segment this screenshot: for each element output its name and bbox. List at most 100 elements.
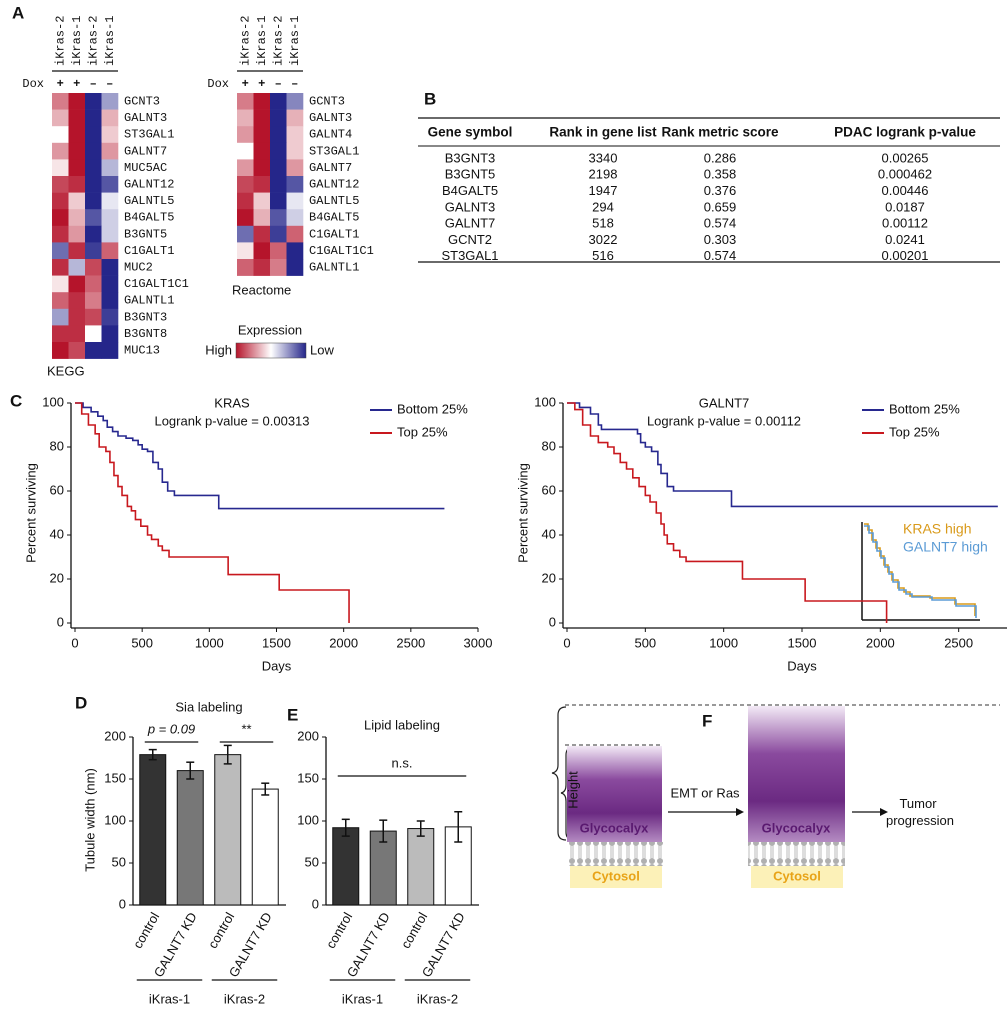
y-tick-label: 100 <box>297 812 319 827</box>
survival-curve <box>567 402 998 508</box>
heat-cell <box>101 126 119 144</box>
y-tick-label: 150 <box>104 770 126 785</box>
heat-cell <box>270 109 287 127</box>
table-cell: 0.574 <box>704 248 737 263</box>
chart-title: GALNT7 <box>699 395 750 410</box>
column-label: iKras-1 <box>288 16 302 66</box>
y-tick-label: 80 <box>542 438 556 453</box>
chart-subtitle: Logrank p-value = 0.00313 <box>154 413 309 428</box>
y-tick-label: 20 <box>50 570 64 585</box>
heat-cell <box>85 176 102 193</box>
table-cell: 0.0187 <box>885 199 925 214</box>
gene-label: B4GALT5 <box>309 211 359 225</box>
heat-cell <box>101 142 119 160</box>
heat-cell <box>85 192 102 210</box>
survival-curve <box>75 402 350 623</box>
legend-high: High <box>205 342 232 357</box>
heat-cell <box>52 259 69 276</box>
gene-label: ST3GAL1 <box>124 128 174 142</box>
table-header: PDAC logrank p-value <box>834 125 976 140</box>
heat-cell <box>68 192 86 210</box>
heat-cell <box>237 225 254 243</box>
height-label: Height <box>565 771 580 809</box>
table-cell: 518 <box>592 216 614 231</box>
arrow-label: EMT or Ras <box>670 785 740 800</box>
arrowhead <box>736 808 744 816</box>
heat-cell <box>286 176 304 193</box>
inset-curve <box>864 525 977 618</box>
x-tick-label: control <box>398 910 431 951</box>
heat-cell <box>68 176 86 193</box>
heat-cell <box>270 209 287 227</box>
heat-cell <box>85 159 102 177</box>
table-cell: GCNT2 <box>448 232 492 247</box>
gene-label: C1GALT1 <box>124 244 174 258</box>
heat-cell <box>68 159 86 177</box>
heat-cell <box>286 242 304 260</box>
heat-cell <box>52 308 69 326</box>
heat-cell <box>52 93 69 110</box>
y-tick-label: 0 <box>549 614 556 629</box>
gene-label: ST3GAL1 <box>309 144 359 158</box>
cytosol-box <box>570 866 662 888</box>
y-tick-label: 150 <box>297 770 319 785</box>
heat-cell <box>68 259 86 276</box>
gene-label: GALNT7 <box>309 161 352 175</box>
chart-subtitle: Logrank p-value = 0.00112 <box>647 413 801 428</box>
heat-cell <box>270 159 287 177</box>
heat-cell <box>286 109 304 127</box>
heat-cell <box>52 325 69 343</box>
heat-cell <box>270 142 287 160</box>
annotation: p = 0.09 <box>147 721 195 736</box>
bar <box>251 788 279 906</box>
legend-low: Low <box>310 342 334 357</box>
gene-label: B3GNT5 <box>124 227 167 241</box>
heat-cell <box>101 109 119 127</box>
heat-cell <box>52 109 69 127</box>
table-cell: 0.000462 <box>878 167 932 182</box>
heat-cell <box>237 159 254 177</box>
table-cell: 516 <box>592 248 614 263</box>
dox-sign: – <box>90 77 97 91</box>
y-tick-label: 0 <box>57 614 64 629</box>
dox-sign: – <box>275 77 282 91</box>
heat-cell <box>253 209 271 227</box>
heat-cell <box>68 275 86 293</box>
heat-cell <box>68 308 86 326</box>
heat-cell <box>101 225 119 243</box>
bracket <box>551 706 567 841</box>
legend-label: Bottom 25% <box>889 401 960 416</box>
heat-cell <box>68 142 86 160</box>
inset-label: KRAS high <box>903 521 971 537</box>
gene-label: MUC13 <box>124 343 160 357</box>
heat-cell <box>253 242 271 260</box>
heat-cell <box>85 242 102 260</box>
heat-cell <box>101 325 119 343</box>
y-tick-label: 60 <box>542 482 556 497</box>
table-header: Rank metric score <box>661 125 779 140</box>
heat-cell <box>52 126 69 144</box>
heat-cell <box>286 225 304 243</box>
heat-cell <box>68 325 86 343</box>
heat-cell <box>253 93 271 110</box>
x-tick-label: 0 <box>71 635 78 650</box>
panel-label: B <box>424 89 436 108</box>
column-label: iKras-2 <box>53 16 67 66</box>
heat-cell <box>253 225 271 243</box>
heat-cell <box>237 142 254 160</box>
heat-cell <box>85 209 102 227</box>
heat-cell <box>52 192 69 210</box>
legend-label: Bottom 25% <box>397 401 468 416</box>
chart-title: Lipid labeling <box>364 717 440 732</box>
heatmap-name: Reactome <box>232 282 291 297</box>
heat-cell <box>101 192 119 210</box>
gene-label: GALNTL1 <box>309 260 359 274</box>
heat-cell <box>237 259 254 276</box>
table-cell: 0.0241 <box>885 232 925 247</box>
gene-label: GALNT3 <box>124 111 167 125</box>
chart-title: Sia labeling <box>175 699 242 714</box>
diagram: Height EMT or Ras Glycocalyx Glycocalyx … <box>551 704 1000 888</box>
heat-cell <box>237 192 254 210</box>
